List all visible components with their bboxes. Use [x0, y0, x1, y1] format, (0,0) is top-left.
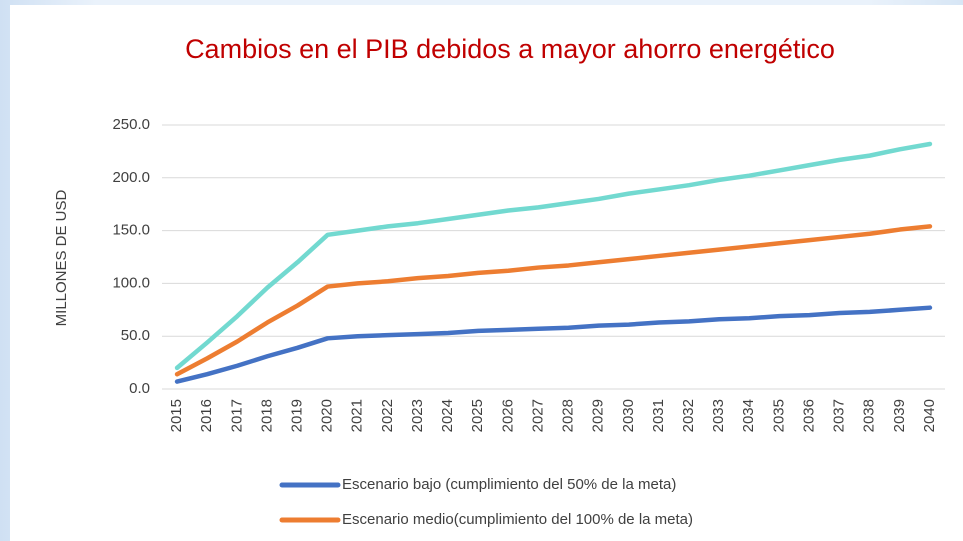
x-tick-label: 2039	[891, 399, 908, 432]
x-tick-label: 2015	[168, 399, 185, 432]
legend-label: Escenario medio(cumplimiento del 100% de…	[342, 511, 693, 528]
x-tick-label: 2027	[529, 399, 546, 432]
y-tick-label: 200.0	[112, 169, 150, 186]
x-tick-label: 2016	[198, 399, 215, 432]
y-tick-label: 100.0	[112, 274, 150, 291]
chart-title: Cambios en el PIB debidos a mayor ahorro…	[185, 34, 835, 64]
x-tick-label: 2022	[379, 399, 396, 432]
x-tick-label: 2035	[770, 399, 787, 432]
y-tick-label: 50.0	[121, 327, 150, 344]
x-tick-label: 2034	[740, 399, 757, 432]
y-axis-label: MILLONES DE USD	[53, 189, 70, 326]
x-tick-label: 2026	[499, 399, 516, 432]
x-tick-label: 2018	[258, 399, 275, 432]
x-tick-label: 2028	[560, 399, 577, 432]
x-tick-label: 2031	[650, 399, 667, 432]
x-tick-label: 2032	[680, 399, 697, 432]
legend-label: Escenario bajo (cumplimiento del 50% de …	[342, 476, 676, 493]
x-tick-label: 2038	[861, 399, 878, 432]
x-tick-label: 2017	[228, 399, 245, 432]
y-tick-label: 150.0	[112, 222, 150, 239]
x-tick-label: 2029	[590, 399, 607, 432]
series-line	[174, 141, 933, 371]
x-tick-label: 2021	[349, 399, 366, 432]
x-tick-label: 2019	[288, 399, 305, 432]
y-tick-label: 0.0	[129, 380, 150, 397]
x-tick-label: 2024	[439, 399, 456, 432]
x-tick-label: 2037	[831, 399, 848, 432]
series-line	[174, 224, 933, 377]
x-tick-label: 2020	[319, 399, 336, 432]
series-line	[174, 305, 933, 384]
x-tick-label: 2030	[620, 399, 637, 432]
y-tick-label: 250.0	[112, 116, 150, 133]
x-tick-label: 2033	[710, 399, 727, 432]
x-tick-label: 2023	[409, 399, 426, 432]
x-tick-label: 2036	[800, 399, 817, 432]
x-tick-label: 2025	[469, 399, 486, 432]
x-tick-label: 2040	[921, 399, 938, 432]
